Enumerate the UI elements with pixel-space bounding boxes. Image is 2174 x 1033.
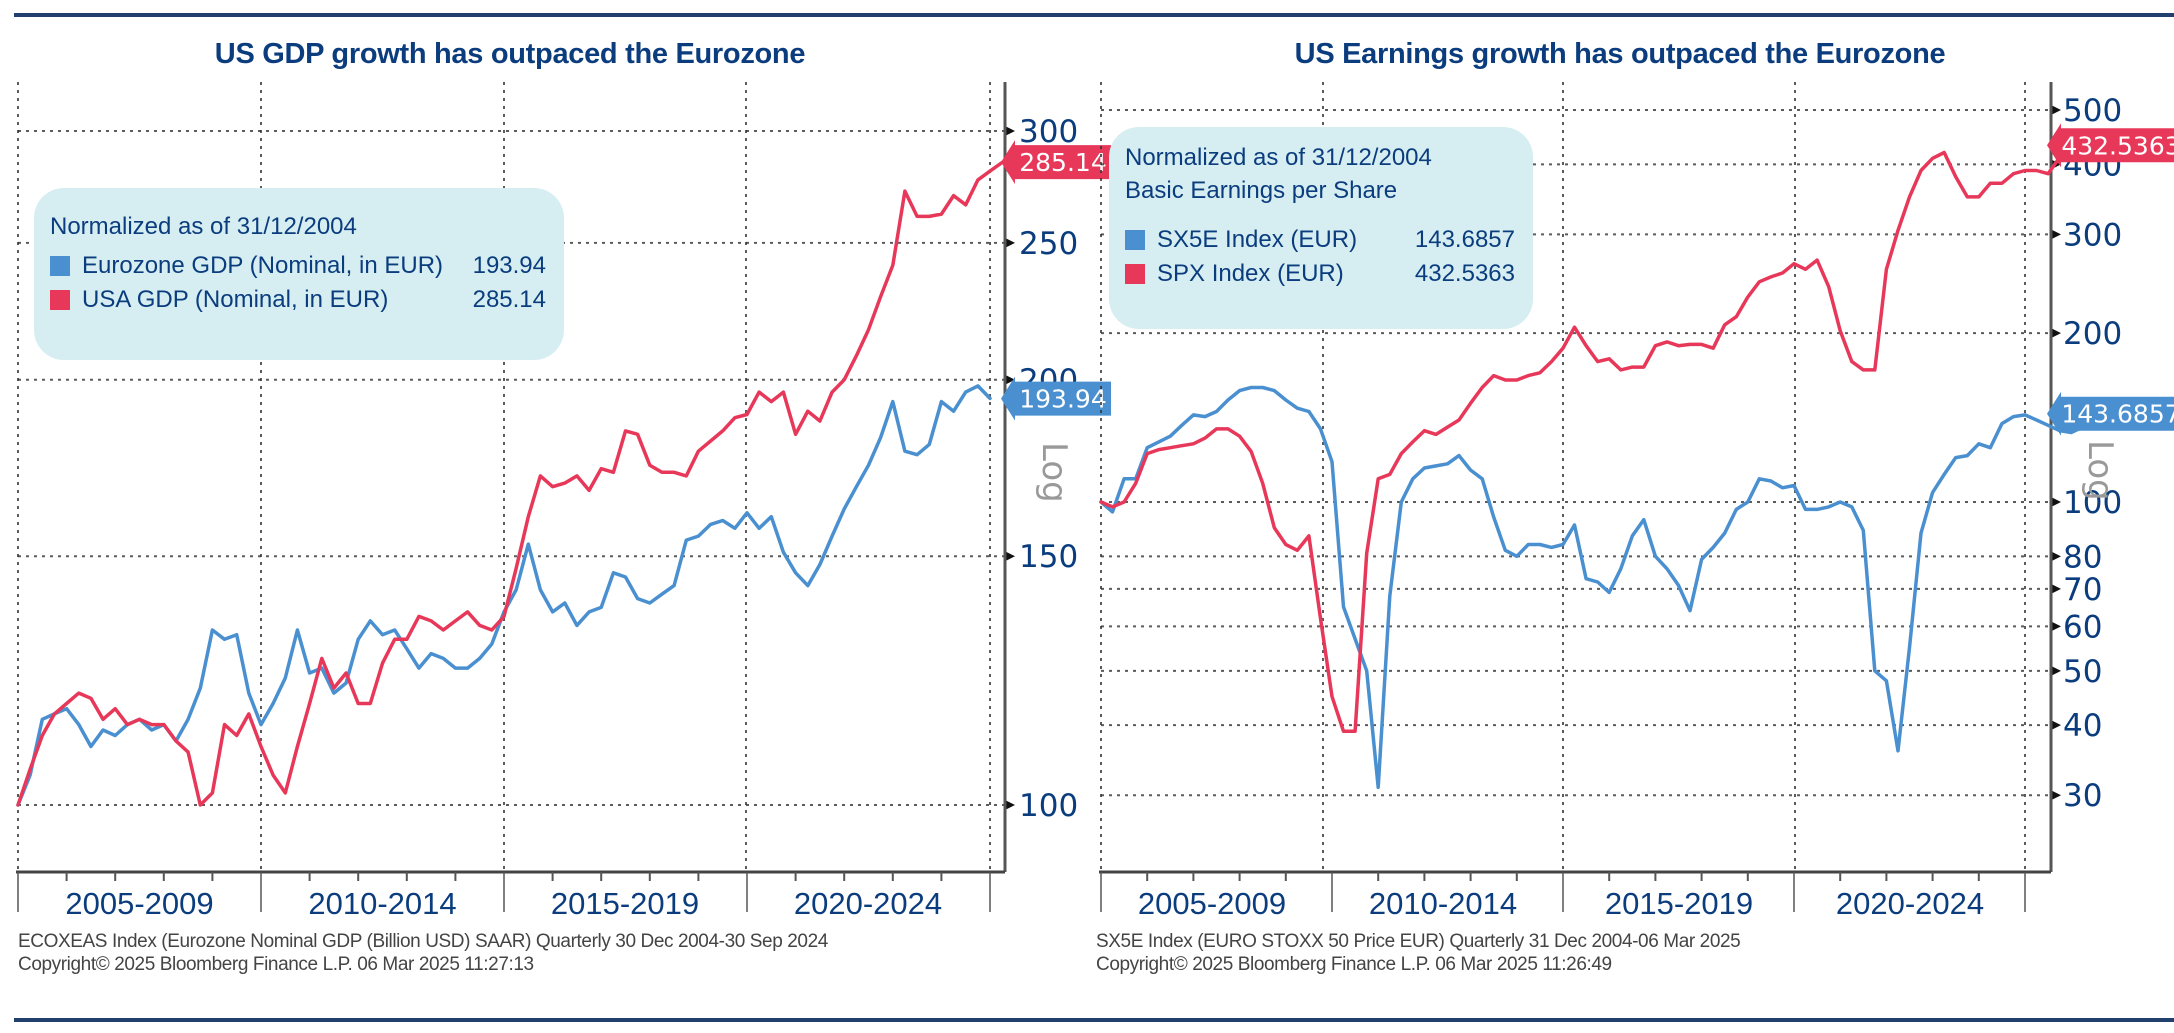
- tick-marker-icon: [1005, 374, 1015, 385]
- left-chart-title: US GDP growth has outpaced the Eurozone: [214, 38, 806, 70]
- right-copyright-line: Copyright© 2025 Bloomberg Finance L.P. 0…: [1096, 954, 1612, 975]
- x-tick-label: 2015-2019: [1605, 886, 1753, 921]
- right-source-line: SX5E Index (EURO STOXX 50 Price EUR) Qua…: [1096, 931, 1741, 952]
- y-tick-label: 200: [2063, 316, 2122, 352]
- tick-marker-icon: [2051, 328, 2061, 339]
- legend-label: SPX Index (EUR): [1157, 260, 1344, 287]
- top-divider: [14, 13, 2174, 17]
- last-value-label: 193.94: [1019, 385, 1106, 414]
- tick-marker-icon: [1005, 237, 1015, 248]
- legend-value: 143.6857: [1414, 226, 1515, 253]
- right-chart-title: US Earnings growth has outpaced the Euro…: [1294, 38, 1946, 70]
- legend-item-eurozone-gdp: Eurozone GDP (Nominal, in EUR) 193.94: [50, 249, 546, 283]
- tick-marker-icon: [2051, 229, 2061, 240]
- x-tick-label: 2015-2019: [551, 886, 699, 921]
- tick-marker-icon: [2051, 665, 2061, 676]
- legend-value: 432.5363: [1414, 260, 1515, 287]
- legend-label: SX5E Index (EUR): [1157, 226, 1358, 253]
- x-tick-label: 2005-2009: [1138, 886, 1286, 921]
- y-tick-label: 80: [2063, 539, 2102, 575]
- x-tick-label: 2010-2014: [308, 886, 456, 921]
- y-tick-label: 70: [2063, 572, 2102, 608]
- y-tick-label: 30: [2063, 778, 2102, 814]
- x-tick-label: 2005-2009: [65, 886, 213, 921]
- series-line-blue: [1099, 385, 2085, 790]
- tick-marker-icon: [1005, 800, 1015, 810]
- tick-marker-icon: [2051, 720, 2061, 731]
- right-legend-subheading: Basic Earnings per Share: [1125, 177, 1398, 204]
- y-tick-label: 60: [2063, 609, 2102, 645]
- log-scale-label: Log: [2080, 440, 2120, 501]
- legend-label: Eurozone GDP (Nominal, in EUR): [82, 252, 444, 279]
- x-tick-label: 2010-2014: [1369, 886, 1517, 921]
- last-value-arrow-badge: [1001, 140, 1111, 185]
- bottom-divider: [14, 1018, 2174, 1022]
- tick-marker-icon: [1005, 126, 1015, 136]
- tick-marker-icon: [2051, 105, 2061, 115]
- left-legend-heading: Normalized as of 31/12/2004: [50, 213, 357, 240]
- log-scale-label: Log: [1034, 442, 1074, 503]
- left-source-footnote: ECOXEAS Index (Eurozone Nominal GDP (Bil…: [18, 930, 828, 976]
- left-legend: Normalized as of 31/12/2004 Eurozone GDP…: [34, 188, 564, 360]
- series-line-red: [1099, 143, 2073, 734]
- red-swatch-icon: [50, 290, 70, 310]
- y-tick-label: 300: [2063, 217, 2122, 253]
- y-tick-label: 100: [1019, 788, 1078, 824]
- tick-marker-icon: [2051, 621, 2061, 632]
- left-copyright-line: Copyright© 2025 Bloomberg Finance L.P. 0…: [18, 954, 534, 975]
- last-value-label: 432.5363: [2061, 131, 2174, 160]
- last-value-arrow-badge: [1001, 376, 1111, 421]
- legend-item-usa-gdp: USA GDP (Nominal, in EUR) 285.14: [50, 283, 546, 317]
- tick-marker-icon: [2051, 497, 2061, 507]
- y-tick-label: 500: [2063, 93, 2122, 129]
- last-value-label: 285.14: [1019, 148, 1106, 177]
- last-value-arrow-badge: [2047, 391, 2174, 436]
- tick-marker-icon: [1005, 551, 1015, 562]
- y-tick-label: 300: [1019, 114, 1078, 150]
- tick-marker-icon: [2051, 790, 2061, 801]
- legend-value: 285.14: [472, 286, 546, 313]
- legend-item-spx: SPX Index (EUR) 432.5363: [1125, 257, 1515, 291]
- right-legend: Normalized as of 31/12/2004 Basic Earnin…: [1109, 127, 1533, 329]
- blue-swatch-icon: [1125, 230, 1145, 250]
- y-tick-label: 40: [2063, 708, 2102, 744]
- last-value-label: 143.6857: [2061, 400, 2174, 429]
- y-tick-label: 150: [1019, 539, 1078, 575]
- right-legend-heading: Normalized as of 31/12/2004: [1125, 144, 1432, 171]
- y-tick-label: 100: [2063, 485, 2122, 521]
- tick-marker-icon: [2051, 583, 2061, 594]
- x-tick-label: 2020-2024: [1836, 886, 1984, 921]
- blue-swatch-icon: [50, 256, 70, 276]
- x-tick-label: 2020-2024: [794, 886, 942, 921]
- legend-label: USA GDP (Nominal, in EUR): [82, 286, 389, 313]
- left-source-line: ECOXEAS Index (Eurozone Nominal GDP (Bil…: [18, 931, 828, 952]
- last-value-arrow-badge: [2047, 123, 2174, 168]
- legend-item-sx5e: SX5E Index (EUR) 143.6857: [1125, 223, 1515, 257]
- y-tick-label: 50: [2063, 654, 2102, 690]
- right-source-footnote: SX5E Index (EURO STOXX 50 Price EUR) Qua…: [1096, 930, 1741, 976]
- legend-value: 193.94: [472, 252, 546, 279]
- series-line-red: [16, 160, 1004, 807]
- tick-marker-icon: [2051, 551, 2061, 562]
- y-tick-label: 250: [1019, 226, 1078, 262]
- red-swatch-icon: [1125, 264, 1145, 284]
